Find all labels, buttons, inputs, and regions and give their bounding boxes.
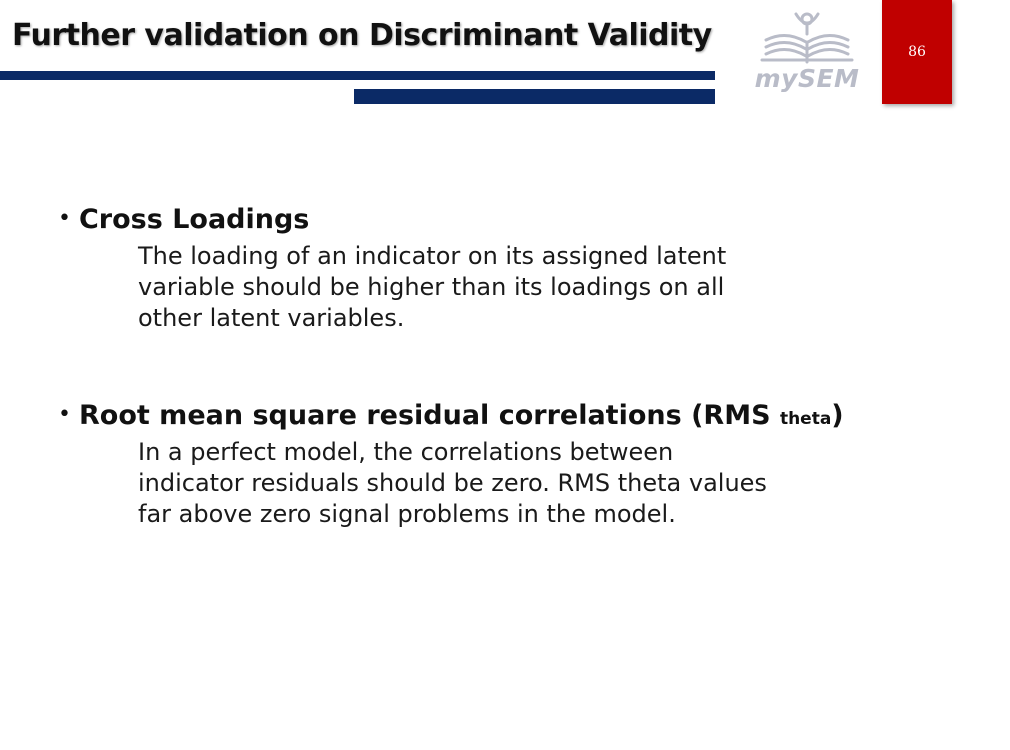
heading-close-paren: ): [831, 400, 844, 431]
page-number: 86: [908, 44, 926, 60]
body-line: variable should be higher than its loadi…: [138, 273, 725, 301]
bullet-body: The loading of an indicator on its assig…: [138, 241, 898, 334]
body-line: far above zero signal problems in the mo…: [138, 500, 676, 528]
mysem-logo: mySEM: [752, 10, 862, 98]
bullet-rms-theta: • Root mean square residual correlations …: [58, 400, 898, 530]
title-accent-bar: [354, 89, 715, 104]
bullet-cross-loadings: • Cross Loadings The loading of an indica…: [58, 204, 898, 334]
bullet-heading-text: Cross Loadings: [78, 204, 310, 235]
page-number-box: 86: [882, 0, 952, 104]
bullet-dot-icon: •: [58, 206, 71, 231]
bullet-heading: • Root mean square residual correlations …: [58, 400, 898, 431]
logo-text: mySEM: [754, 64, 860, 93]
body-line: The loading of an indicator on its assig…: [138, 242, 727, 270]
bullet-dot-icon: •: [58, 402, 71, 427]
heading-subscript: theta: [779, 409, 832, 429]
bullet-heading-text: Root mean square residual correlations (…: [78, 400, 771, 431]
title-underline-bar: [0, 71, 715, 80]
slide-title: Further validation on Discriminant Valid…: [12, 18, 712, 53]
bullet-heading: • Cross Loadings: [58, 204, 898, 235]
bullet-body: In a perfect model, the correlations bet…: [138, 437, 898, 530]
body-line: In a perfect model, the correlations bet…: [138, 438, 674, 466]
body-line: other latent variables.: [138, 304, 405, 332]
open-book-with-figure-icon: [760, 12, 854, 64]
body-line: indicator residuals should be zero. RMS …: [138, 469, 767, 497]
